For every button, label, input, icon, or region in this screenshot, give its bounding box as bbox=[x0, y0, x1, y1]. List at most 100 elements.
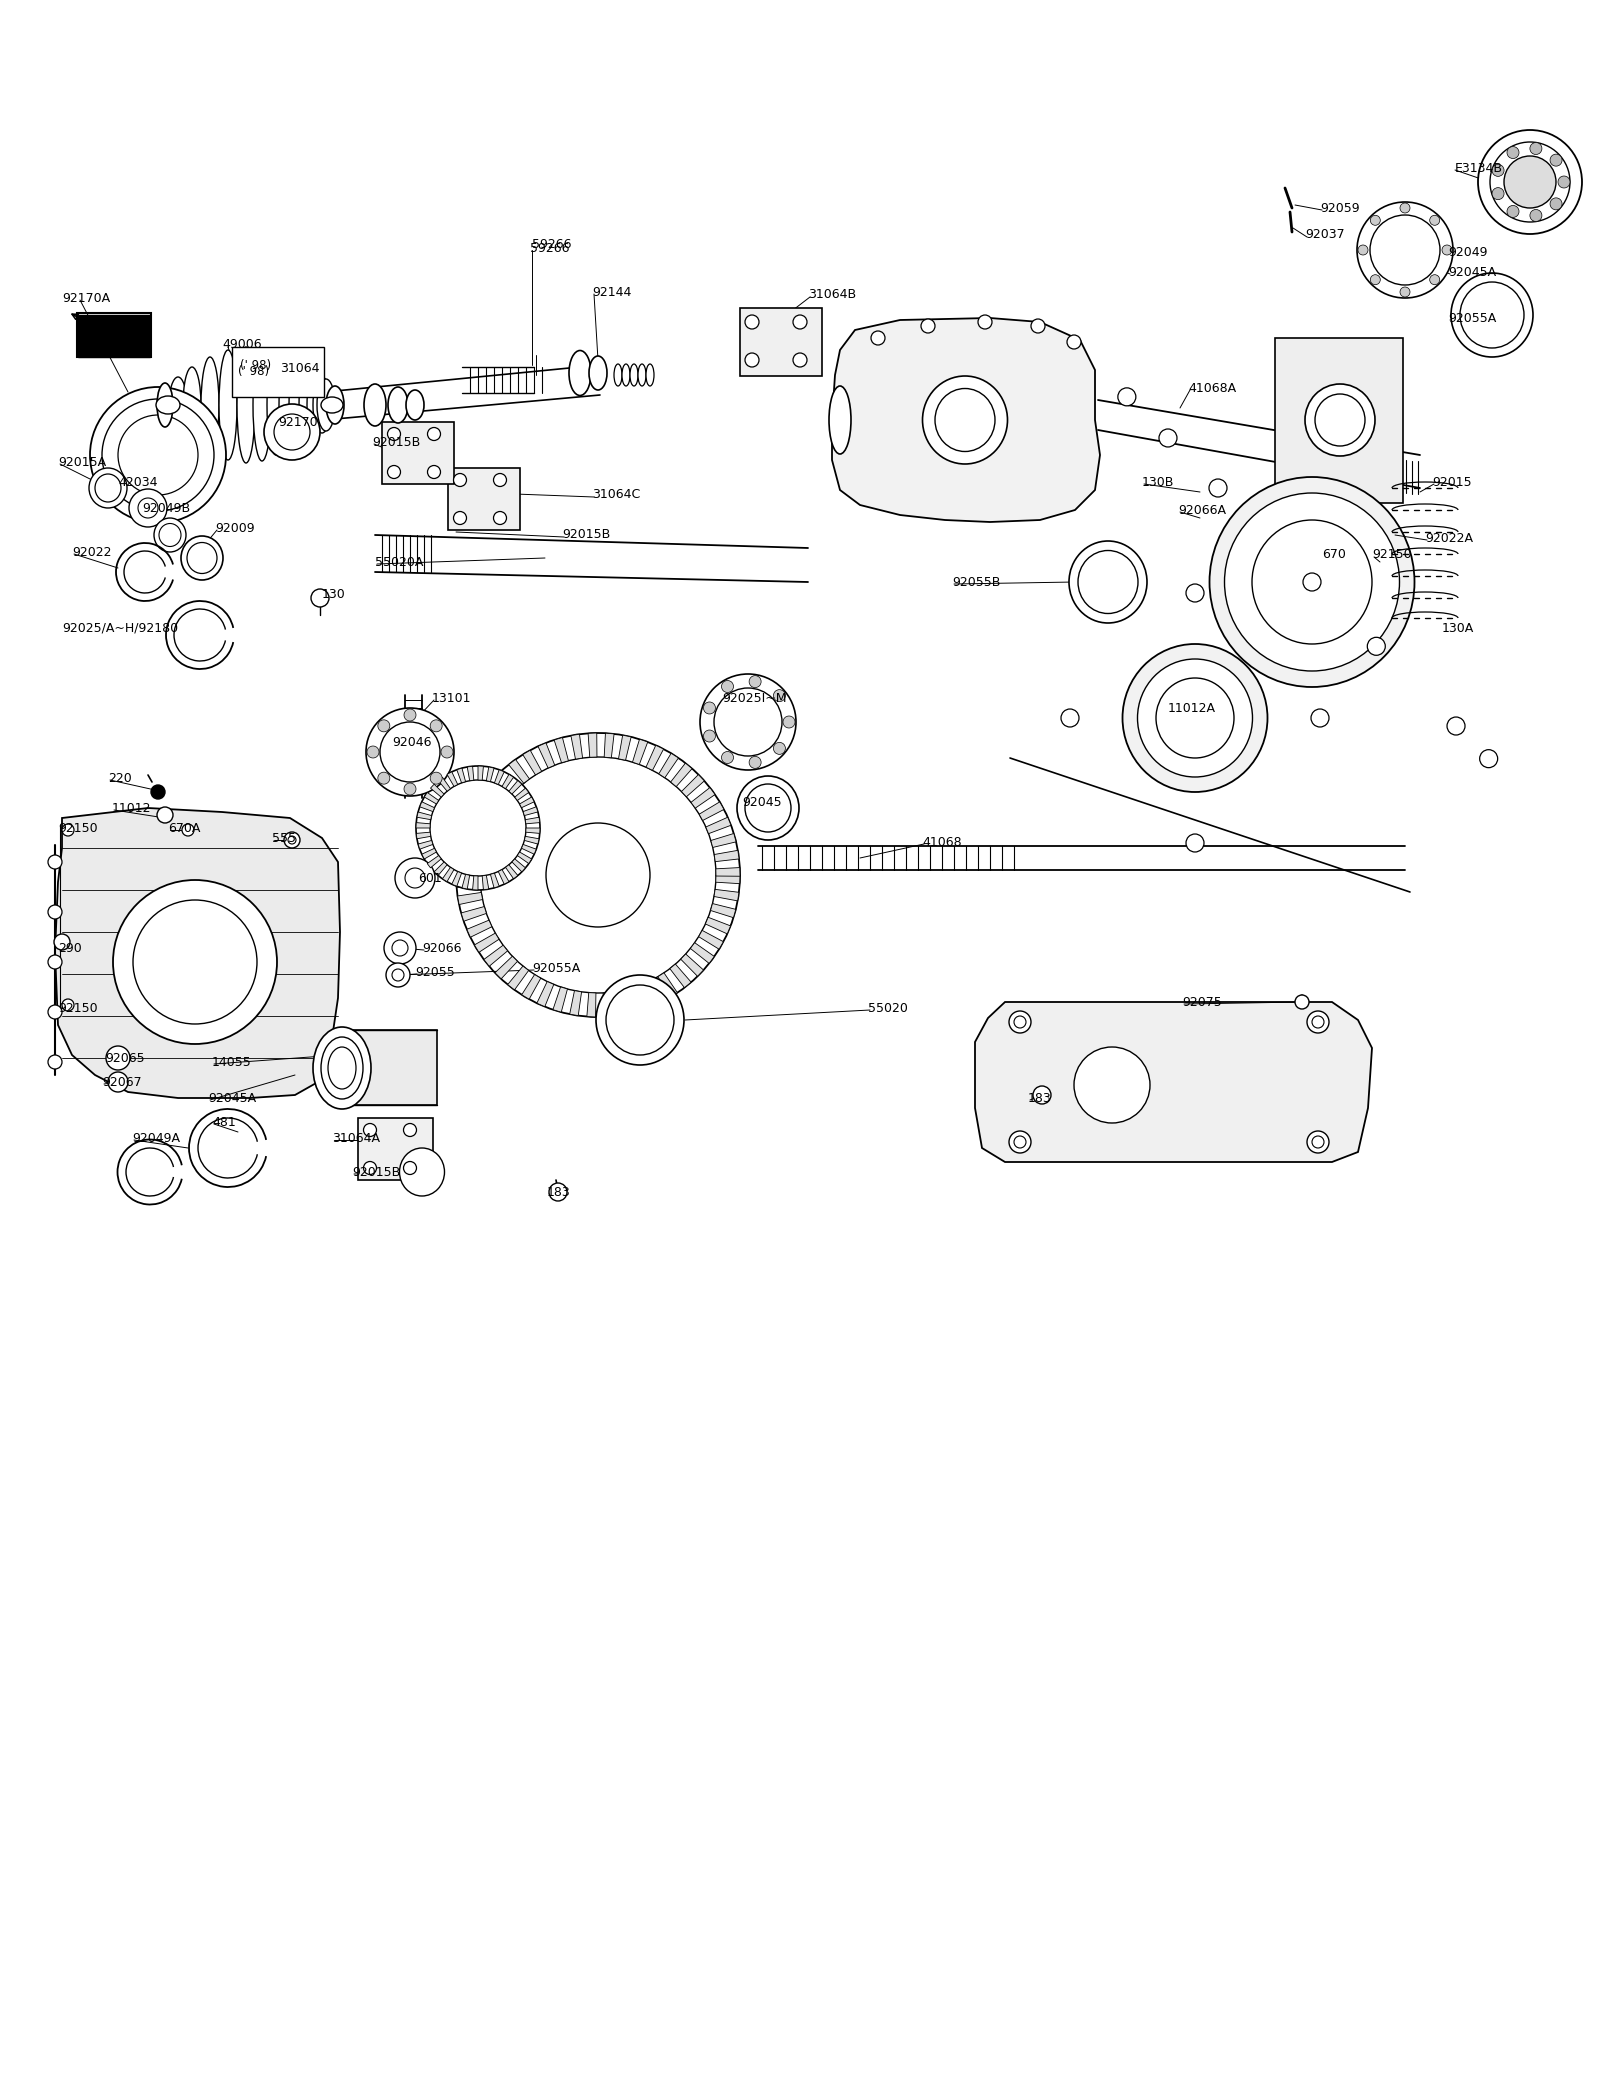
Polygon shape bbox=[646, 745, 664, 770]
Circle shape bbox=[182, 824, 194, 837]
Ellipse shape bbox=[1306, 385, 1374, 456]
Polygon shape bbox=[525, 837, 539, 843]
Polygon shape bbox=[710, 833, 736, 847]
Circle shape bbox=[1550, 199, 1562, 209]
Bar bbox=[382, 423, 454, 483]
Circle shape bbox=[133, 900, 258, 1023]
Bar bbox=[333, 1029, 437, 1105]
Ellipse shape bbox=[326, 387, 344, 425]
Polygon shape bbox=[498, 870, 509, 885]
Circle shape bbox=[1186, 584, 1205, 602]
Polygon shape bbox=[424, 793, 438, 803]
Circle shape bbox=[722, 751, 733, 764]
Circle shape bbox=[746, 354, 758, 366]
Circle shape bbox=[773, 690, 786, 701]
Ellipse shape bbox=[595, 975, 685, 1065]
Circle shape bbox=[1014, 1136, 1026, 1149]
Polygon shape bbox=[416, 833, 430, 839]
Circle shape bbox=[714, 688, 782, 755]
Text: 130: 130 bbox=[322, 588, 346, 602]
Text: 92049A: 92049A bbox=[131, 1132, 179, 1144]
Text: 92055: 92055 bbox=[414, 967, 454, 979]
Polygon shape bbox=[526, 828, 541, 833]
Polygon shape bbox=[680, 954, 704, 977]
Text: (' 98): (' 98) bbox=[240, 358, 270, 372]
Ellipse shape bbox=[1078, 550, 1138, 613]
Ellipse shape bbox=[400, 1149, 445, 1197]
Text: 92170A: 92170A bbox=[62, 291, 110, 305]
Circle shape bbox=[722, 680, 733, 692]
Ellipse shape bbox=[322, 1038, 363, 1098]
Polygon shape bbox=[570, 992, 581, 1015]
Text: 59266: 59266 bbox=[531, 238, 571, 251]
Ellipse shape bbox=[317, 379, 334, 431]
Polygon shape bbox=[461, 828, 486, 843]
Text: 92015B: 92015B bbox=[562, 529, 610, 542]
Ellipse shape bbox=[829, 387, 851, 454]
Polygon shape bbox=[438, 778, 451, 791]
Circle shape bbox=[48, 906, 62, 918]
Circle shape bbox=[1430, 274, 1440, 285]
Ellipse shape bbox=[746, 784, 790, 833]
Ellipse shape bbox=[1155, 678, 1234, 757]
Ellipse shape bbox=[638, 364, 646, 387]
Circle shape bbox=[978, 316, 992, 328]
Ellipse shape bbox=[1210, 477, 1414, 686]
Text: 92065: 92065 bbox=[106, 1052, 144, 1065]
Circle shape bbox=[1370, 274, 1381, 285]
Text: 555: 555 bbox=[272, 831, 296, 845]
Circle shape bbox=[1370, 215, 1440, 285]
Text: 183: 183 bbox=[547, 1186, 571, 1199]
Circle shape bbox=[48, 956, 62, 969]
Text: 92049B: 92049B bbox=[142, 502, 190, 515]
Polygon shape bbox=[456, 862, 480, 870]
Ellipse shape bbox=[157, 383, 173, 427]
Circle shape bbox=[1312, 1136, 1325, 1149]
Circle shape bbox=[1530, 142, 1542, 155]
Text: 92025I~M: 92025I~M bbox=[722, 692, 787, 705]
Text: 55020: 55020 bbox=[867, 1002, 907, 1015]
Polygon shape bbox=[632, 738, 648, 764]
Polygon shape bbox=[670, 964, 691, 987]
Text: 92170: 92170 bbox=[278, 416, 318, 429]
Circle shape bbox=[1493, 165, 1504, 176]
Polygon shape bbox=[699, 931, 723, 950]
Circle shape bbox=[310, 590, 330, 607]
Circle shape bbox=[749, 757, 762, 768]
Ellipse shape bbox=[606, 985, 674, 1054]
Text: 92015: 92015 bbox=[1432, 475, 1472, 490]
Circle shape bbox=[1442, 245, 1453, 255]
Ellipse shape bbox=[157, 395, 179, 414]
Ellipse shape bbox=[1224, 494, 1400, 672]
Text: 130B: 130B bbox=[1142, 475, 1174, 490]
Polygon shape bbox=[416, 822, 430, 828]
Circle shape bbox=[366, 707, 454, 795]
Circle shape bbox=[794, 316, 806, 328]
Bar bbox=[448, 469, 520, 529]
Circle shape bbox=[392, 939, 408, 956]
Ellipse shape bbox=[307, 374, 325, 435]
Circle shape bbox=[264, 404, 320, 460]
Circle shape bbox=[118, 414, 198, 496]
Polygon shape bbox=[714, 849, 739, 862]
Polygon shape bbox=[467, 766, 474, 780]
Circle shape bbox=[378, 772, 390, 784]
Polygon shape bbox=[494, 770, 504, 784]
Circle shape bbox=[749, 676, 762, 688]
Circle shape bbox=[1061, 709, 1078, 728]
Circle shape bbox=[1446, 718, 1466, 734]
Circle shape bbox=[62, 1000, 74, 1010]
Text: 92045: 92045 bbox=[742, 795, 782, 808]
Ellipse shape bbox=[94, 475, 122, 502]
Circle shape bbox=[395, 858, 435, 897]
Ellipse shape bbox=[253, 349, 270, 460]
Bar bbox=[78, 316, 150, 358]
Polygon shape bbox=[458, 845, 483, 856]
Polygon shape bbox=[475, 933, 499, 952]
Circle shape bbox=[430, 780, 526, 877]
Text: 130A: 130A bbox=[1442, 621, 1474, 634]
Text: 92045A: 92045A bbox=[1448, 266, 1496, 278]
Text: 92037: 92037 bbox=[1306, 228, 1344, 241]
Circle shape bbox=[1074, 1046, 1150, 1123]
Bar bbox=[232, 347, 323, 397]
